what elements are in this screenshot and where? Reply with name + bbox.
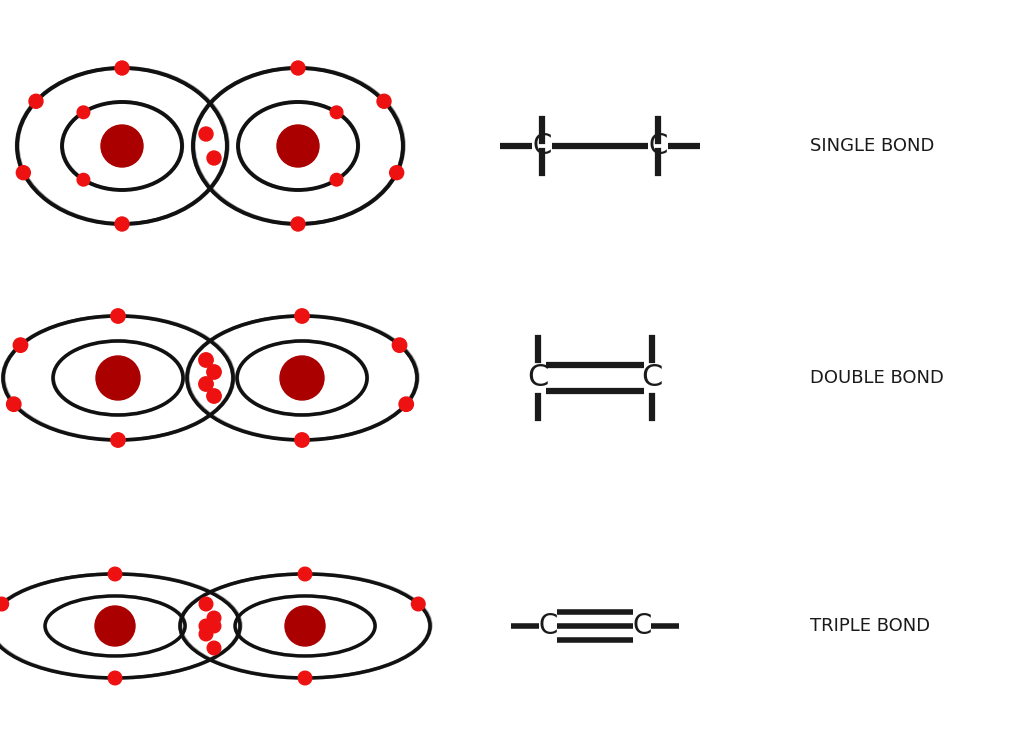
Circle shape [111, 432, 125, 448]
Text: C: C [632, 612, 651, 640]
Circle shape [207, 641, 221, 655]
Text: C: C [527, 364, 549, 392]
Circle shape [0, 597, 8, 611]
Circle shape [199, 353, 213, 367]
Circle shape [278, 125, 319, 167]
Circle shape [298, 671, 311, 685]
Circle shape [298, 567, 311, 581]
Circle shape [295, 308, 309, 324]
Circle shape [77, 106, 90, 119]
Circle shape [6, 397, 20, 411]
Circle shape [285, 606, 325, 646]
Circle shape [16, 166, 31, 180]
Circle shape [199, 127, 213, 141]
Circle shape [331, 106, 343, 119]
Circle shape [331, 173, 343, 186]
Circle shape [207, 611, 221, 624]
Circle shape [200, 597, 213, 611]
Circle shape [291, 217, 305, 231]
Circle shape [280, 356, 324, 400]
Circle shape [109, 567, 122, 581]
Text: C: C [648, 132, 668, 160]
Circle shape [199, 376, 213, 391]
Circle shape [96, 356, 140, 400]
Circle shape [109, 671, 122, 685]
Circle shape [412, 597, 425, 611]
Circle shape [390, 166, 403, 180]
Circle shape [207, 619, 221, 633]
Circle shape [392, 338, 407, 352]
Text: C: C [539, 612, 558, 640]
Circle shape [207, 365, 221, 380]
Text: C: C [641, 364, 663, 392]
Circle shape [399, 397, 414, 411]
Text: TRIPLE BOND: TRIPLE BOND [810, 617, 930, 635]
Text: DOUBLE BOND: DOUBLE BOND [810, 369, 944, 387]
Circle shape [13, 338, 28, 352]
Circle shape [111, 308, 125, 324]
Circle shape [207, 389, 221, 403]
Circle shape [207, 151, 221, 165]
Circle shape [200, 627, 213, 641]
Circle shape [95, 606, 135, 646]
Text: SINGLE BOND: SINGLE BOND [810, 137, 934, 155]
Circle shape [295, 432, 309, 448]
Circle shape [115, 217, 129, 231]
Circle shape [200, 619, 213, 633]
Circle shape [101, 125, 143, 167]
Circle shape [77, 173, 90, 186]
Text: C: C [532, 132, 552, 160]
Circle shape [291, 61, 305, 75]
Circle shape [115, 61, 129, 75]
Circle shape [377, 94, 391, 108]
Circle shape [29, 94, 43, 108]
